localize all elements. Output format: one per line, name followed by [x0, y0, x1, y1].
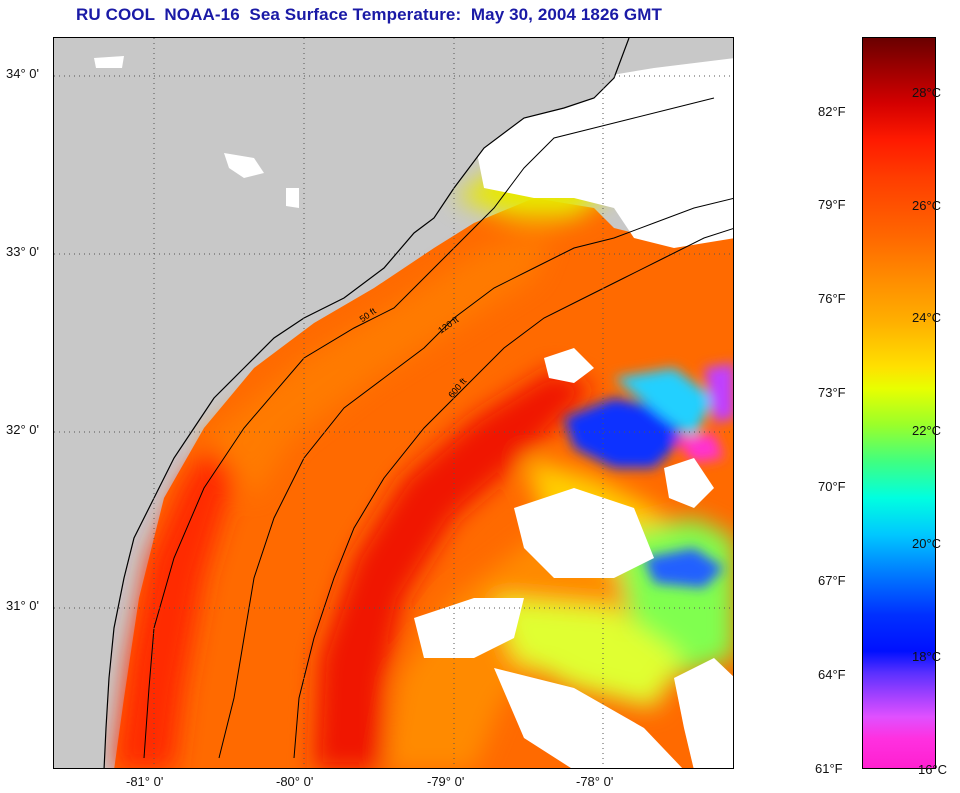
cool-patch-south-blue: [644, 548, 724, 588]
contour-600ft: [293, 228, 733, 759]
contour-50ft: [143, 97, 715, 759]
colorbar-c-22: 22°C: [912, 423, 942, 438]
lon-label-81: -81° 0': [126, 774, 164, 789]
lat-label-33: 33° 0': [6, 244, 39, 259]
temperature-colorbar: [862, 37, 936, 769]
lon-label-79: -79° 0': [427, 774, 465, 789]
colorbar-c-16: 16°C: [918, 762, 948, 777]
colorbar-f-64: 64°F: [818, 667, 846, 682]
colorbar-c-26: 26°C: [912, 198, 942, 213]
lon-label-78: -78° 0': [576, 774, 614, 789]
nearshore-warm-band: [114, 378, 284, 768]
cool-eddy-blue: [564, 398, 684, 468]
lat-label-34: 34° 0': [6, 66, 39, 81]
colorbar-c-24: 24°C: [912, 310, 942, 325]
colorbar-f-61: 61°F: [815, 761, 843, 776]
isobath-contours: [143, 97, 733, 759]
coastline: [103, 38, 630, 768]
colorbar-c-20: 20°C: [912, 536, 942, 551]
sst-map-graphic: [54, 38, 733, 768]
colorbar-f-76: 76°F: [818, 291, 846, 306]
yellow-patch-south: [494, 598, 684, 708]
cool-eddy-cyan: [614, 368, 714, 438]
colorbar-f-73: 73°F: [818, 385, 846, 400]
graticule: [54, 38, 733, 768]
colorbar-c-18: 18°C: [912, 649, 942, 664]
mid-shelf-orange: [204, 228, 554, 498]
gulf-stream-core: [314, 368, 594, 768]
colorbar-f-79: 79°F: [818, 197, 846, 212]
contour-120ft: [218, 197, 733, 759]
colorbar-f-67: 67°F: [818, 573, 846, 588]
sst-map[interactable]: 50 ft 120 ft 600 ft: [53, 37, 734, 769]
lat-label-32: 32° 0': [6, 422, 39, 437]
colorbar-f-70: 70°F: [818, 479, 846, 494]
lon-label-80: -80° 0': [276, 774, 314, 789]
lat-label-31: 31° 0': [6, 598, 39, 613]
cool-eddy-magenta-2: [674, 433, 724, 463]
map-title: RU COOL NOAA-16 Sea Surface Temperature:…: [76, 5, 662, 24]
colorbar-f-82: 82°F: [818, 104, 846, 119]
cool-eddy-magenta-1: [704, 363, 733, 423]
land-mass: [54, 38, 629, 768]
colorbar-c-28: 28°C: [912, 85, 942, 100]
